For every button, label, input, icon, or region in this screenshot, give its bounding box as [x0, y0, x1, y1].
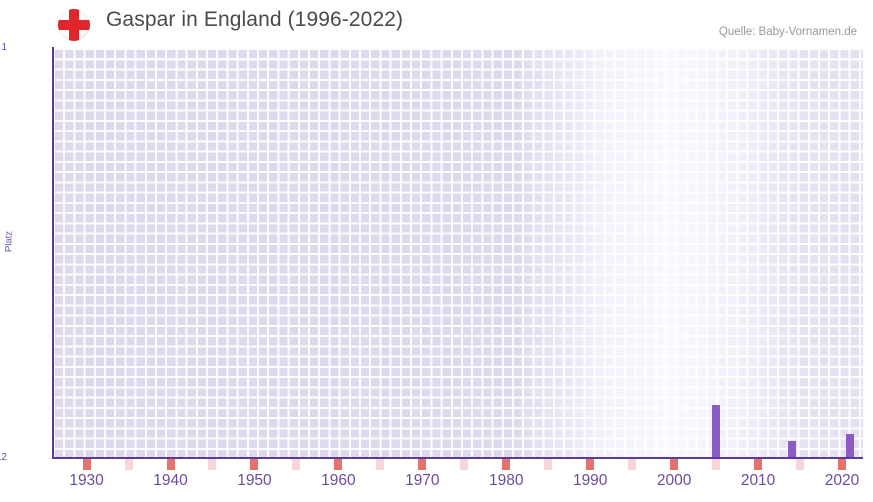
y-axis-title: Platz: [3, 230, 15, 253]
x-tick-major-1970: [418, 459, 427, 470]
x-axis-tick-1980: 1980: [489, 472, 524, 489]
x-axis-tick-1960: 1960: [321, 472, 356, 489]
x-axis-tick-2000: 2000: [656, 472, 692, 489]
x-tick-major-1980: [502, 459, 511, 470]
x-tick-minor-1935: [124, 459, 133, 470]
x-tick-minor-2005: [712, 459, 721, 470]
x-axis-tick-1930: 1930: [69, 472, 104, 489]
bar-2021: [846, 434, 855, 458]
x-tick-band: [53, 459, 863, 470]
x-tick-minor-1985: [544, 459, 553, 470]
x-tick-major-1930: [82, 459, 91, 470]
x-tick-major-2020: [838, 459, 846, 470]
y-axis-line: [52, 47, 54, 459]
x-tick-major-2010: [754, 459, 763, 470]
bar-2014: [787, 441, 796, 458]
x-tick-minor-2015: [796, 459, 805, 470]
x-tick-minor-1945: [208, 459, 217, 470]
x-axis-tick-1950: 1950: [237, 472, 272, 489]
x-axis-tick-1990: 1990: [572, 472, 608, 489]
england-flag-icon: [58, 9, 90, 41]
x-tick-minor-1995: [628, 459, 637, 470]
page-title: Gaspar in England (1996-2022): [106, 8, 404, 31]
x-axis-tick-2020: 2020: [824, 472, 860, 489]
x-tick-major-1990: [586, 459, 595, 470]
source-label: Quelle: Baby-Vornamen.de: [718, 26, 857, 38]
chart-header: Gaspar in England (1996-2022) Quelle: Ba…: [0, 0, 873, 44]
x-axis-line: [52, 457, 863, 459]
x-axis-tick-1940: 1940: [153, 472, 188, 489]
x-tick-major-1950: [250, 459, 259, 470]
x-axis-tick-1970: 1970: [405, 472, 440, 489]
y-axis-tick-bottom: 4812: [0, 452, 7, 463]
bar-2005: [712, 405, 721, 458]
x-axis-tick-2010: 2010: [740, 472, 776, 489]
chart-plot-area: [53, 48, 863, 458]
x-tick-minor-1975: [460, 459, 469, 470]
y-axis-tick-top: 1: [1, 42, 7, 53]
x-tick-minor-1965: [376, 459, 385, 470]
x-tick-major-1960: [334, 459, 343, 470]
x-tick-major-1940: [166, 459, 175, 470]
x-tick-minor-1955: [292, 459, 301, 470]
x-tick-major-2000: [670, 459, 679, 470]
